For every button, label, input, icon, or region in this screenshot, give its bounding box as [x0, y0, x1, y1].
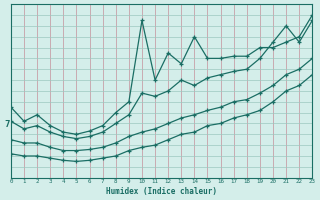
X-axis label: Humidex (Indice chaleur): Humidex (Indice chaleur) — [106, 187, 217, 196]
